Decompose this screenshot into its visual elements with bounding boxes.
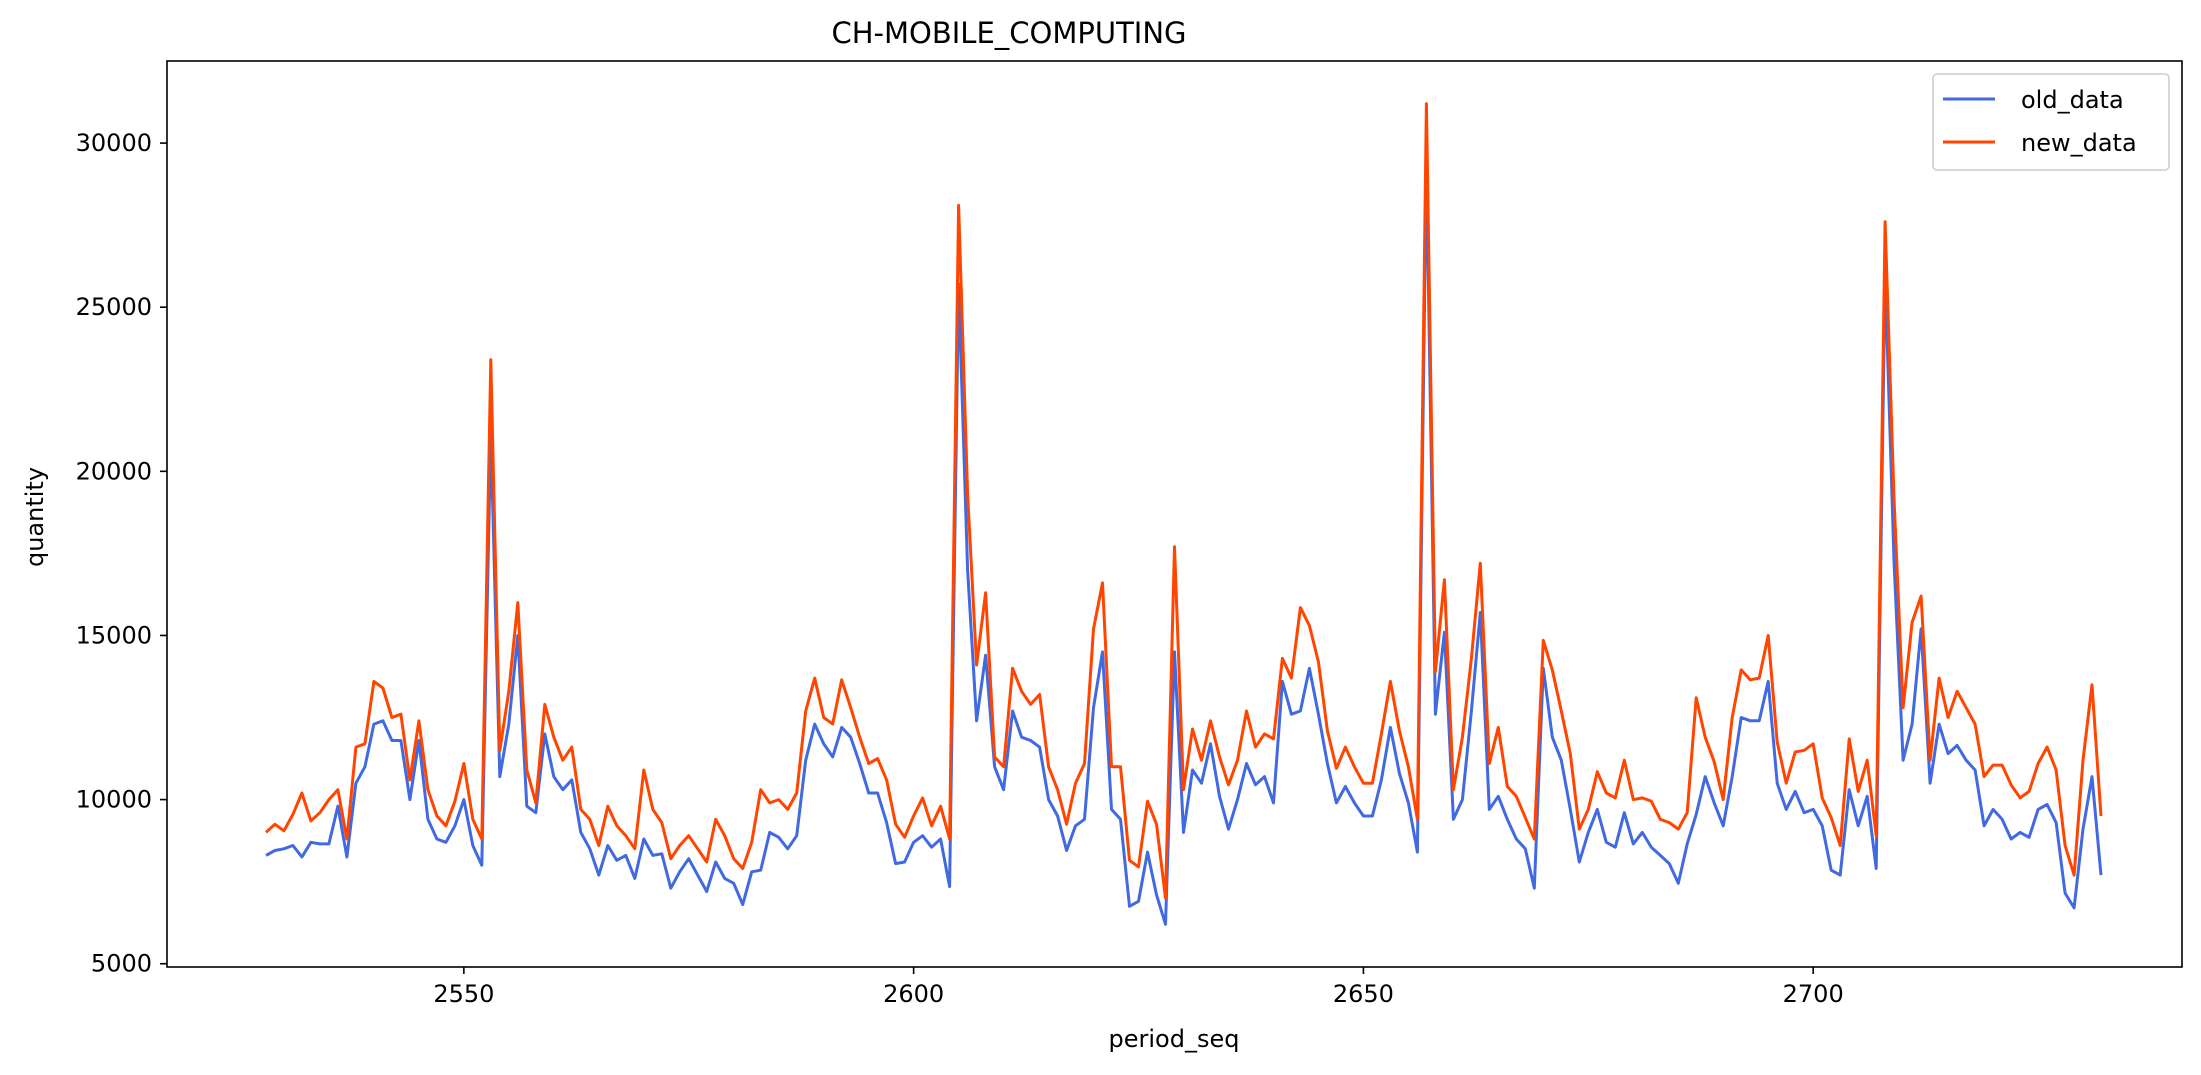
x-axis-label: period_seq — [1109, 1025, 1240, 1053]
x-tick-label: 2650 — [1333, 980, 1394, 1008]
y-tick-label: 20000 — [76, 457, 152, 485]
x-tick-label: 2550 — [433, 980, 494, 1008]
legend: old_data new_data — [1932, 73, 2170, 171]
y-tick-label: 30000 — [76, 129, 152, 157]
y-tick-label: 15000 — [76, 621, 152, 649]
series-lines — [264, 102, 2103, 926]
x-axis-ticks: 2550 2600 2650 2700 — [433, 967, 1844, 1008]
legend-label: old_data — [2021, 86, 2124, 114]
y-axis-label: quantity — [21, 467, 49, 567]
series-line-old_data — [265, 158, 2103, 926]
x-tick-label: 2700 — [1783, 980, 1844, 1008]
y-axis-ticks: 5000 10000 15000 20000 25000 30000 — [76, 129, 167, 978]
y-tick-label: 10000 — [76, 786, 152, 814]
chart-title: CH-MOBILE_COMPUTING — [831, 16, 1186, 50]
legend-entry-old_data: old_data — [1943, 86, 2124, 114]
legend-entry-new_data: new_data — [1943, 129, 2137, 157]
plot-frame — [166, 60, 2183, 968]
legend-label: new_data — [2021, 129, 2137, 157]
x-tick-label: 2600 — [883, 980, 944, 1008]
y-tick-label: 25000 — [76, 293, 152, 321]
y-tick-label: 5000 — [91, 950, 152, 978]
series-line-new_data — [264, 102, 2103, 900]
